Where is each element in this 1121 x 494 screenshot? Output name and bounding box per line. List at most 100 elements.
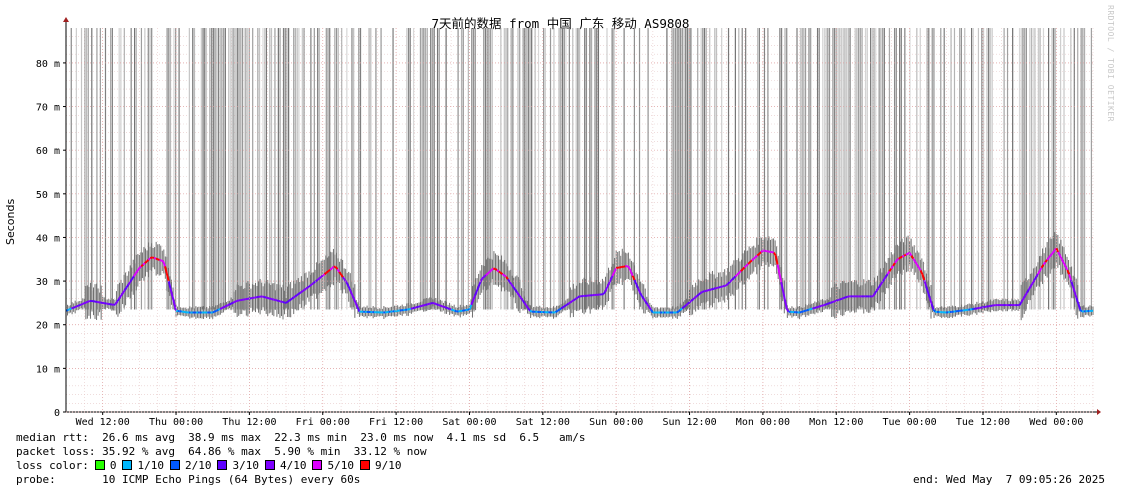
median-rtt-segment	[912, 258, 916, 263]
median-rtt-segment	[1031, 279, 1036, 284]
median-rtt-segment	[78, 303, 82, 307]
median-rtt-segment	[294, 294, 298, 298]
median-rtt-segment	[785, 308, 790, 313]
median-rtt-segment	[834, 299, 837, 303]
median-rtt-segment	[475, 286, 480, 292]
y-axis-arrow	[63, 17, 69, 22]
median-rtt-segment	[888, 267, 893, 272]
median-rtt-segment	[151, 256, 155, 259]
median-rtt-segment	[287, 299, 291, 303]
median-rtt-segment	[305, 286, 309, 290]
x-tick-label: Mon 00:00	[736, 417, 790, 428]
median-rtt-segment	[756, 253, 760, 257]
loss-color-swatch	[359, 460, 370, 470]
median-rtt-segment	[1044, 259, 1048, 263]
loss-color-swatch	[264, 460, 275, 470]
median-rtt-segment	[76, 304, 80, 308]
median-rtt-segment	[140, 263, 144, 268]
median-rtt-segment	[334, 266, 339, 270]
median-rtt-segment	[470, 299, 475, 306]
median-rtt-segment	[875, 287, 880, 292]
median-rtt-segment	[1024, 292, 1028, 297]
median-rtt-segment	[778, 273, 783, 283]
median-rtt-segment	[802, 309, 806, 313]
median-rtt-segment	[903, 253, 907, 257]
median-rtt-segment	[488, 269, 493, 273]
median-rtt-segment	[1035, 273, 1039, 278]
median-rtt-segment	[316, 277, 320, 281]
median-rtt-segment	[555, 310, 559, 313]
median-rtt-segment	[147, 257, 152, 261]
median-rtt-segment	[498, 270, 502, 274]
median-rtt-segment	[1042, 261, 1047, 266]
median-rtt-segment	[886, 270, 891, 275]
median-rtt-segment	[1022, 295, 1027, 300]
median-rtt-segment	[149, 256, 153, 260]
y-tick-label: 10 m	[36, 364, 60, 375]
median-rtt-segment	[120, 292, 124, 297]
median-rtt-segment	[873, 290, 878, 295]
median-rtt-segment	[635, 283, 640, 289]
median-rtt-segment	[173, 303, 178, 312]
median-rtt-segment	[298, 291, 302, 295]
loss-color-legend: loss color: 0 1/10 2/10 3/10 4/10 5/10 9/10	[16, 459, 586, 473]
median-rtt-segment	[223, 305, 226, 309]
median-rtt-segment	[338, 271, 342, 276]
median-rtt-segment	[907, 251, 911, 255]
x-tick-label: Sun 12:00	[662, 417, 716, 428]
median-rtt-segment	[214, 309, 217, 313]
median-rtt-segment	[169, 288, 174, 297]
median-rtt-segment	[896, 257, 900, 261]
median-rtt-segment	[930, 303, 935, 310]
median-rtt-segment	[776, 264, 781, 274]
median-rtt-segment	[432, 301, 435, 305]
median-rtt-segment	[749, 259, 753, 263]
median-rtt-segment	[813, 306, 817, 310]
median-rtt-segment	[679, 307, 683, 311]
median-rtt-segment	[745, 263, 749, 267]
median-rtt-stats: median rtt: 26.6 ms avg 38.9 ms max 22.3…	[16, 431, 586, 444]
median-rtt-segment	[129, 278, 133, 283]
median-rtt-segment	[879, 281, 883, 286]
median-rtt-segment	[808, 308, 811, 311]
x-tick-label: Tue 00:00	[883, 417, 937, 428]
end-timestamp: end: Wed May 7 09:05:26 2025	[912, 473, 1105, 486]
x-tick-label: Fri 00:00	[296, 417, 350, 428]
median-rtt-segment	[812, 307, 815, 310]
median-rtt-segment	[123, 286, 128, 291]
median-rtt-segment	[626, 265, 630, 269]
median-rtt-segment	[134, 270, 139, 275]
median-rtt-segment	[832, 300, 835, 303]
median-rtt-segment	[474, 290, 478, 297]
median-rtt-segment	[1055, 247, 1060, 253]
loss-color-swatch-label: 5/10	[327, 459, 354, 472]
x-tick-label: Thu 12:00	[222, 417, 276, 428]
median-rtt-segment	[835, 299, 839, 302]
median-rtt-segment	[503, 274, 507, 278]
probe-info: probe: 10 ICMP Echo Pings (64 Bytes) eve…	[16, 473, 361, 486]
median-rtt-segment	[340, 273, 344, 278]
median-rtt-segment	[226, 303, 230, 307]
median-rtt-segment	[910, 255, 915, 260]
median-rtt-segment	[67, 308, 71, 311]
median-rtt-segment	[562, 305, 566, 309]
median-rtt-segment	[841, 297, 844, 300]
median-rtt-segment	[159, 258, 162, 262]
median-rtt-segment	[468, 304, 473, 310]
median-rtt-segment	[212, 310, 215, 314]
median-rtt-segment	[804, 309, 808, 312]
median-rtt-segment	[131, 275, 135, 280]
median-rtt-segment	[676, 310, 680, 314]
median-rtt-segment	[837, 298, 841, 302]
y-tick-label: 70 m	[36, 103, 60, 114]
median-rtt-segment	[322, 273, 326, 277]
median-rtt-segment	[747, 261, 751, 265]
median-rtt-segment	[641, 295, 645, 300]
median-rtt-segment	[507, 278, 511, 283]
median-rtt-segment	[725, 282, 729, 287]
median-rtt-segment	[290, 296, 294, 300]
median-rtt-segment	[646, 303, 651, 308]
median-rtt-segment	[510, 284, 515, 288]
x-tick-label: Mon 12:00	[809, 417, 863, 428]
median-rtt-segment	[436, 303, 439, 306]
